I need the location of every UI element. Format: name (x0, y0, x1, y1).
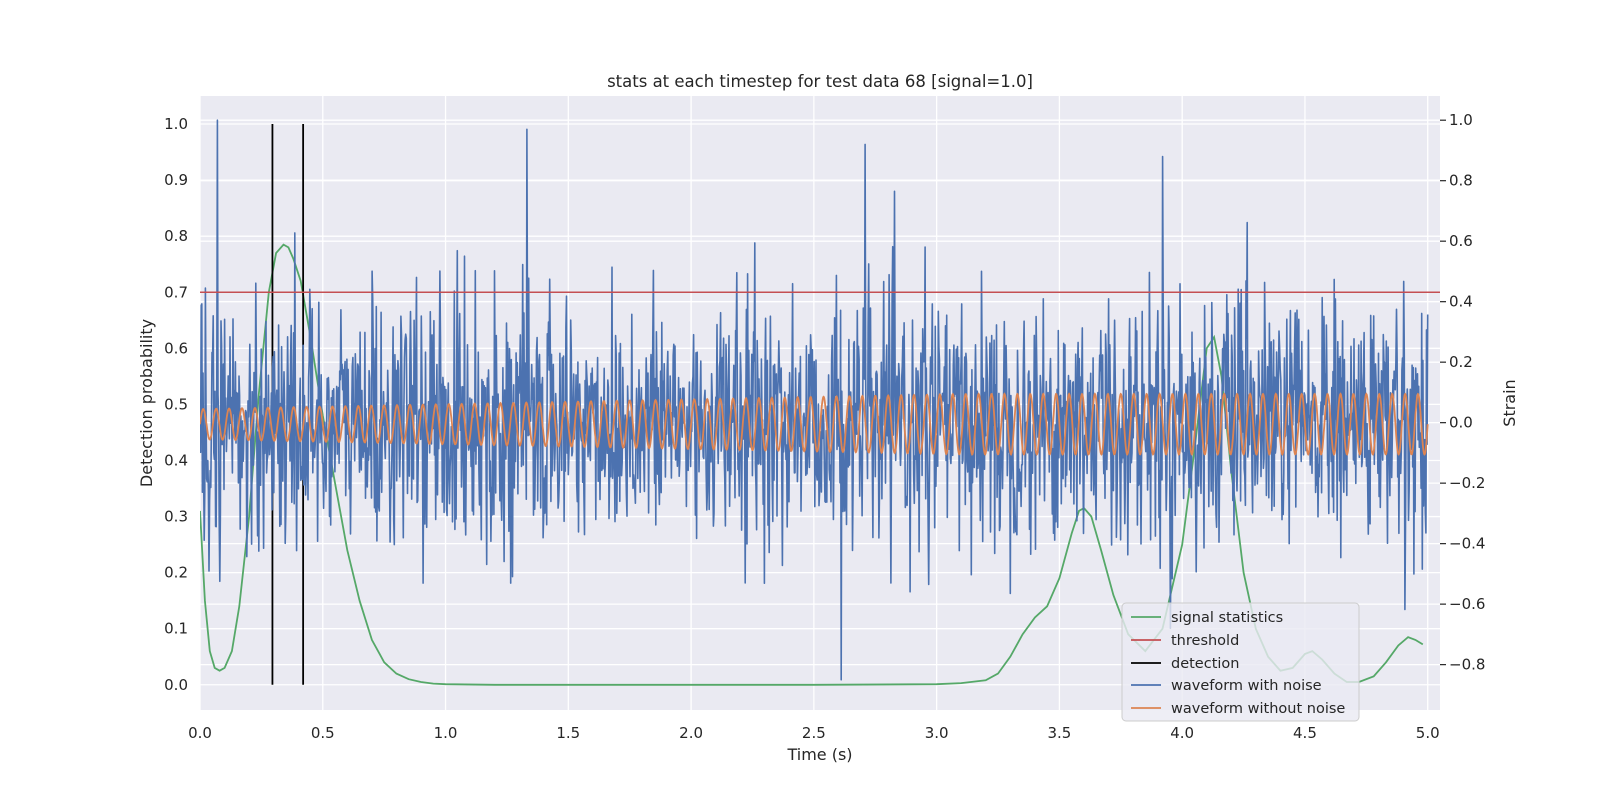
y-axis-label: Detection probability (137, 319, 156, 487)
y-right-tick-label: 1.0 (1449, 111, 1473, 129)
y-right-tick-label: 0.0 (1449, 414, 1473, 432)
y-right-tick-label: 0.6 (1449, 232, 1473, 250)
legend-box (1121, 602, 1360, 722)
x-axis-label: Time (s) (786, 745, 852, 764)
x-tick-label: 1.0 (434, 724, 458, 742)
x-tick-label: 0.0 (188, 724, 212, 742)
legend: signal statistics threshold detection wa… (1121, 602, 1360, 722)
y-tick-label: 0.9 (164, 171, 188, 189)
legend-label-waveform-with-noise: waveform with noise (1171, 678, 1322, 694)
legend-label-signal-statistics: signal statistics (1171, 610, 1283, 626)
y-right-axis-ticks: −0.8 −0.6 −0.4 −0.2 0.0 0.2 0.4 0.6 0.8 1.0 (1440, 111, 1485, 674)
y-tick-label: 0.7 (164, 283, 188, 301)
y-tick-label: 0.5 (164, 395, 188, 413)
x-tick-label: 2.0 (679, 724, 703, 742)
x-tick-label: 2.5 (802, 724, 826, 742)
waveform-without-noise-line (200, 392, 1429, 457)
x-tick-label: 5.0 (1416, 724, 1440, 742)
y-tick-label: 0.2 (164, 564, 188, 582)
y-right-tick-label: 0.2 (1449, 353, 1473, 371)
y-right-tick-label: −0.8 (1449, 656, 1485, 674)
legend-label-waveform-without-noise: waveform without noise (1171, 701, 1345, 717)
y-tick-label: 0.1 (164, 620, 188, 638)
x-tick-label: 3.5 (1047, 724, 1071, 742)
x-tick-label: 0.5 (311, 724, 335, 742)
y-right-tick-label: −0.6 (1449, 595, 1485, 613)
y-right-tick-label: 0.4 (1449, 293, 1473, 311)
y-right-axis-label: Strain (1500, 379, 1519, 426)
legend-label-threshold: threshold (1171, 633, 1239, 649)
y-tick-label: 0.8 (164, 227, 188, 245)
chart-title: stats at each timestep for test data 68 … (607, 72, 1033, 91)
y-tick-label: 1.0 (164, 115, 188, 133)
y-axis-ticks: 0.0 0.1 0.2 0.3 0.4 0.5 0.6 0.7 0.8 0.9 1.0 (164, 115, 188, 694)
x-tick-label: 4.5 (1293, 724, 1317, 742)
y-right-tick-label: 0.8 (1449, 172, 1473, 190)
y-tick-label: 0.6 (164, 339, 188, 357)
waveform-with-noise-line (200, 119, 1429, 681)
y-tick-label: 0.3 (164, 508, 188, 526)
x-axis-ticks: 0.0 0.5 1.0 1.5 2.0 2.5 3.0 3.5 4.0 4.5 5.0 (188, 724, 1440, 742)
legend-label-detection: detection (1171, 656, 1239, 672)
y-tick-label: 0.4 (164, 451, 188, 469)
y-right-tick-label: −0.4 (1449, 535, 1485, 553)
x-tick-label: 3.0 (925, 724, 949, 742)
y-tick-label: 0.0 (164, 676, 188, 694)
x-tick-label: 1.5 (556, 724, 580, 742)
x-tick-label: 4.0 (1170, 724, 1194, 742)
y-right-tick-label: −0.2 (1449, 474, 1485, 492)
